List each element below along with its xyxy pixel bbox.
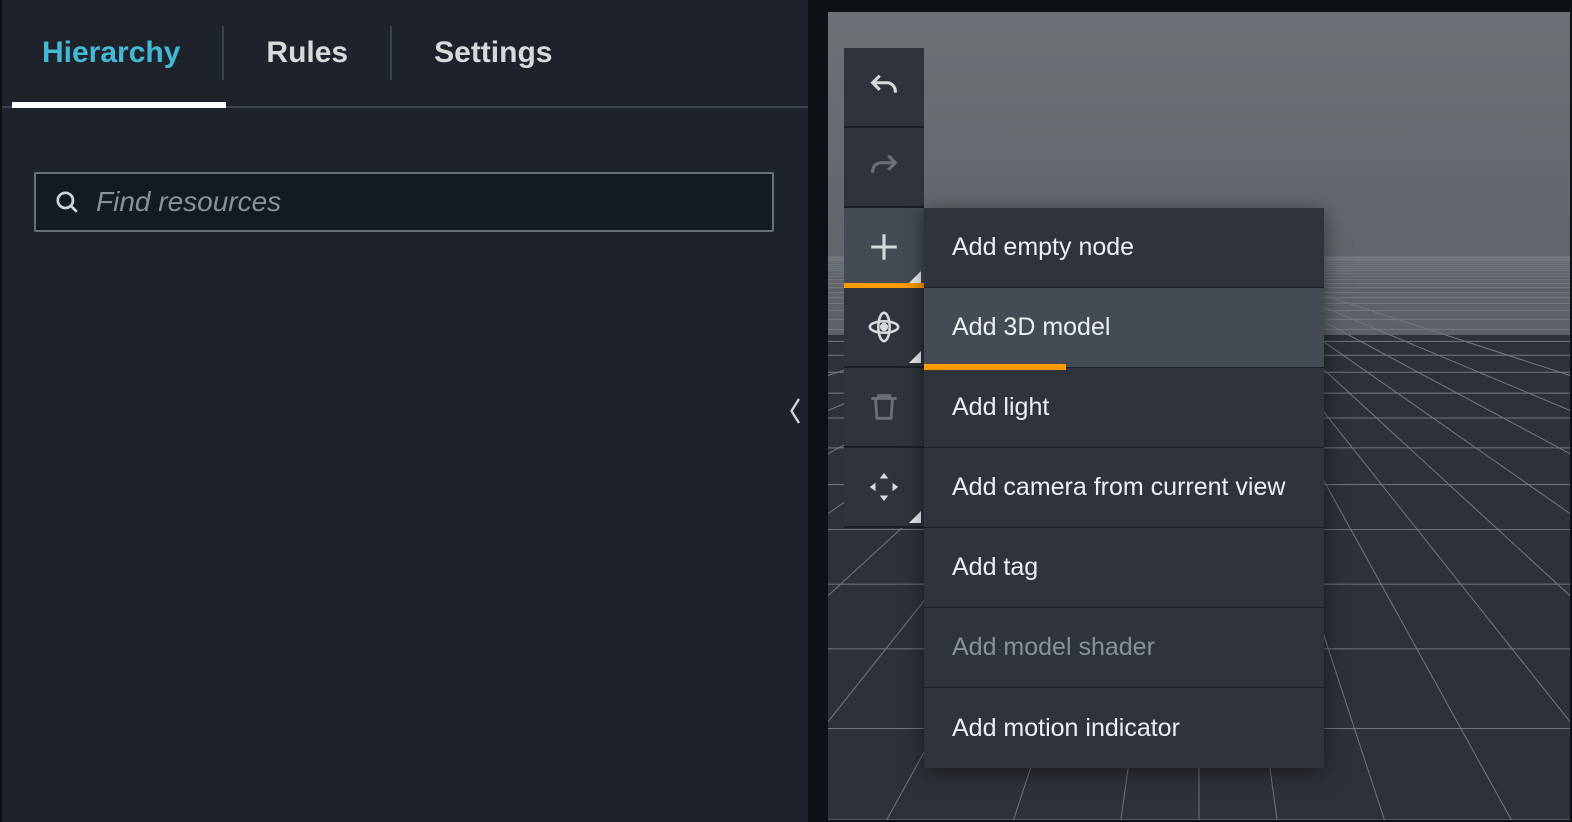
- menu-item-label: Add model shader: [952, 633, 1155, 662]
- tab-settings[interactable]: Settings: [392, 0, 594, 106]
- search-container: [0, 108, 808, 232]
- tab-bar: Hierarchy Rules Settings: [0, 0, 808, 108]
- plus-icon: [867, 230, 901, 264]
- sidebar-panel: Hierarchy Rules Settings: [0, 0, 810, 822]
- orbit-button[interactable]: [844, 288, 924, 368]
- add-menu-item-camera[interactable]: Add camera from current view: [924, 448, 1324, 528]
- add-menu: Add empty node Add 3D model Add light Ad…: [924, 208, 1324, 768]
- tab-label: Rules: [266, 36, 348, 70]
- undo-button[interactable]: [844, 48, 924, 128]
- scene-toolbar: [844, 48, 924, 528]
- add-menu-item-motion-indicator[interactable]: Add motion indicator: [924, 688, 1324, 768]
- add-menu-item-tag[interactable]: Add tag: [924, 528, 1324, 608]
- trash-icon: [867, 390, 901, 424]
- search-icon: [54, 189, 80, 215]
- menu-item-label: Add tag: [952, 553, 1038, 582]
- menu-item-label: Add camera from current view: [952, 473, 1285, 502]
- search-input[interactable]: [96, 186, 754, 218]
- search-field[interactable]: [34, 172, 774, 232]
- tab-label: Hierarchy: [42, 36, 180, 70]
- move-icon: [867, 470, 901, 504]
- undo-icon: [867, 70, 901, 104]
- delete-button[interactable]: [844, 368, 924, 448]
- menu-item-label: Add empty node: [952, 233, 1134, 262]
- viewport-container: Add empty node Add 3D model Add light Ad…: [810, 0, 1572, 822]
- add-menu-item-model-shader[interactable]: Add model shader: [924, 608, 1324, 688]
- add-menu-item-3d-model[interactable]: Add 3D model: [924, 288, 1324, 368]
- add-menu-item-light[interactable]: Add light: [924, 368, 1324, 448]
- move-button[interactable]: [844, 448, 924, 528]
- menu-item-label: Add motion indicator: [952, 714, 1180, 743]
- scene-viewport[interactable]: Add empty node Add 3D model Add light Ad…: [826, 10, 1572, 822]
- add-menu-item-empty-node[interactable]: Add empty node: [924, 208, 1324, 288]
- menu-item-label: Add 3D model: [952, 313, 1110, 342]
- flyout-indicator-icon: [909, 351, 921, 363]
- collapse-sidebar-button[interactable]: [782, 375, 810, 447]
- tab-hierarchy[interactable]: Hierarchy: [0, 0, 222, 106]
- redo-icon: [867, 150, 901, 184]
- tab-label: Settings: [434, 36, 552, 70]
- orbit-icon: [867, 310, 901, 344]
- sidebar-border: [0, 0, 2, 822]
- menu-item-label: Add light: [952, 393, 1049, 422]
- tab-rules[interactable]: Rules: [224, 0, 390, 106]
- add-button[interactable]: [844, 208, 924, 288]
- redo-button[interactable]: [844, 128, 924, 208]
- flyout-indicator-icon: [909, 511, 921, 523]
- flyout-indicator-icon: [909, 271, 921, 283]
